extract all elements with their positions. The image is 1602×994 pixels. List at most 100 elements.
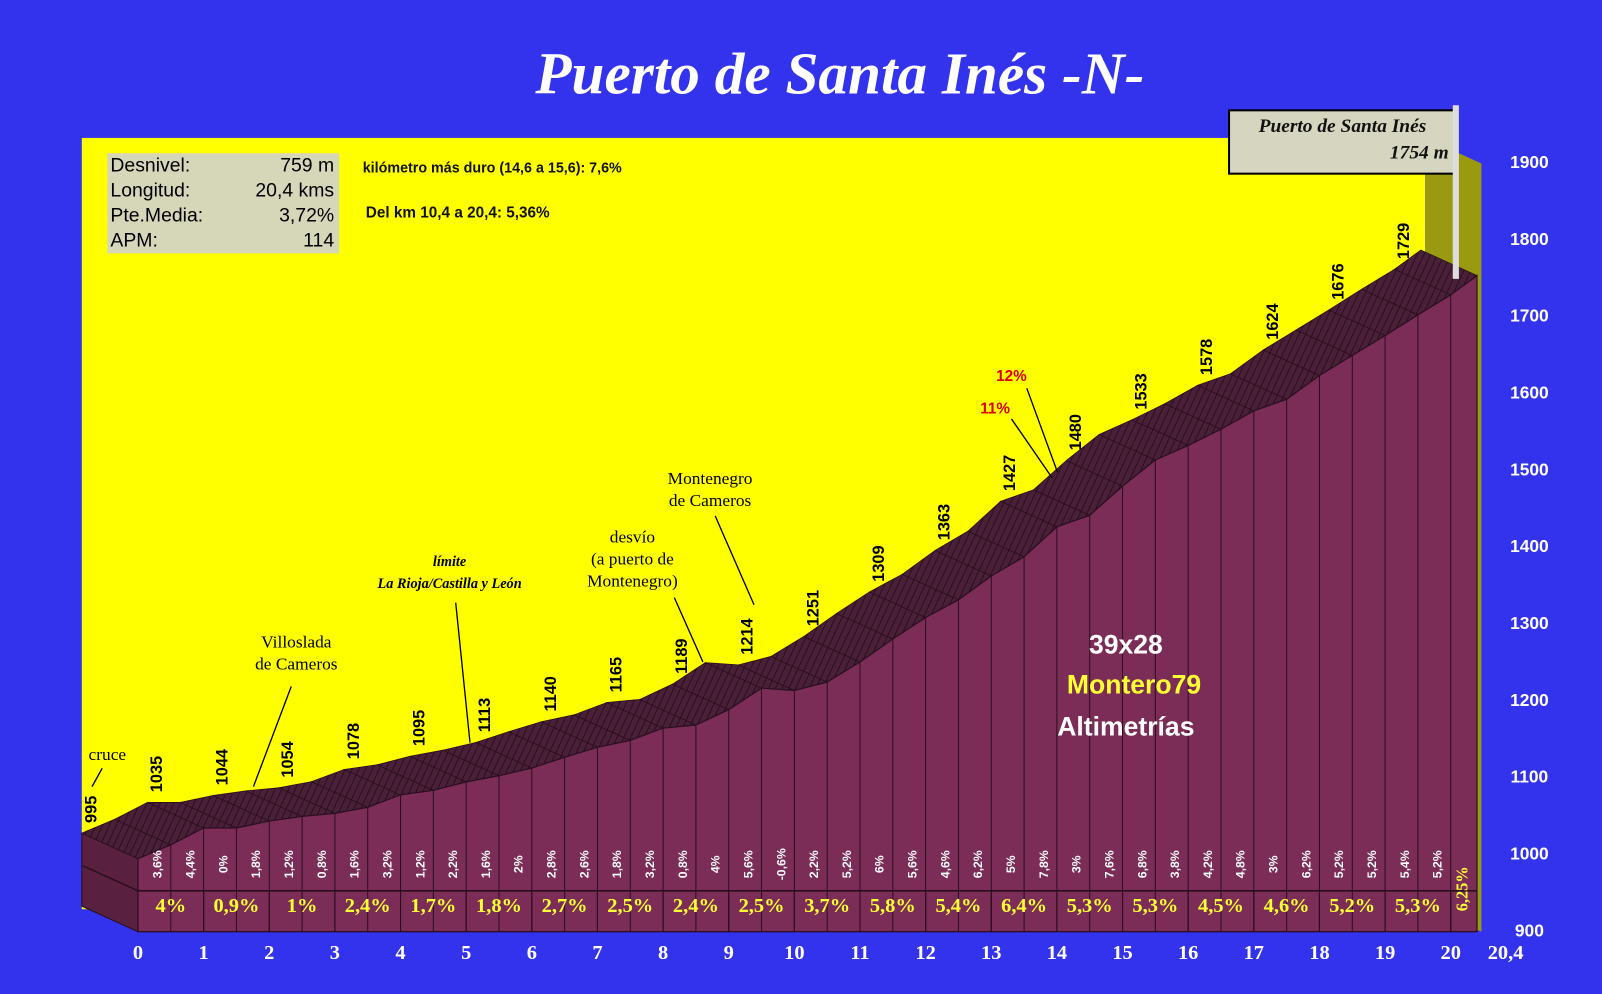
half-km-grade-label: 1,2% [413, 850, 427, 878]
km-grade-label: 6,25% [1453, 866, 1472, 911]
elevation-label: 1533 [1133, 373, 1151, 409]
km-grade-cell [1450, 890, 1478, 933]
half-km-grade-label: 4% [709, 855, 723, 873]
x-tick-label: 7 [592, 942, 602, 964]
watermark: Montero79 [1067, 670, 1201, 700]
half-km-grade-label: 3% [1267, 855, 1281, 873]
summit-name: Puerto de Santa Inés [1258, 116, 1427, 137]
elevation-label: 1189 [673, 638, 691, 673]
elevation-label: 1427 [1001, 455, 1019, 491]
x-tick-label: 13 [981, 942, 1001, 964]
elevation-label: 1309 [870, 545, 888, 581]
annotation: La Rioja/Castilla y León [376, 576, 521, 592]
annotation: límite [433, 554, 467, 570]
elevation-label: 1676 [1329, 263, 1347, 299]
km-grade-label: 2,4% [345, 895, 391, 917]
stat-label: Pte.Media: [110, 205, 203, 227]
stat-value: 759 m [280, 155, 334, 177]
half-km-grade-label: 4,2% [1201, 850, 1215, 878]
half-km-grade-label: 2,8% [545, 850, 559, 878]
x-tick-label: 14 [1047, 942, 1067, 964]
x-tick-label: 17 [1244, 942, 1264, 964]
annotation: Villoslada [261, 633, 332, 652]
annotation: 12% [996, 368, 1027, 385]
y-tick-label: 1000 [1510, 843, 1549, 863]
y-tick-label: 1800 [1510, 229, 1549, 249]
note: kilómetro más duro (14,6 a 15,6): 7,6% [363, 160, 622, 176]
watermark: Altimetrías [1057, 711, 1194, 741]
half-km-grade-label: 1,8% [610, 850, 624, 878]
x-tick-label: 15 [1112, 942, 1132, 964]
half-km-grade-label: 5,2% [1365, 850, 1379, 878]
half-km-grade-label: 2,6% [577, 850, 591, 878]
x-tick-label: 12 [915, 942, 935, 964]
half-km-grade-label: 5,2% [1431, 850, 1445, 878]
x-tick-label: 16 [1178, 942, 1198, 964]
elevation-label: 1624 [1264, 303, 1282, 339]
y-tick-label: 900 [1515, 920, 1544, 940]
stats-box [107, 153, 340, 254]
half-km-grade-label: 5,2% [840, 850, 854, 878]
half-km-grade-label: 3,6% [151, 850, 165, 878]
elevation-label: 995 [82, 796, 100, 823]
stat-value: 3,72% [279, 205, 334, 227]
half-km-grade-label: 2,2% [446, 850, 460, 878]
y-tick-label: 1100 [1511, 767, 1549, 787]
x-tick-label: 3 [330, 942, 340, 964]
km-grade-label: 3,7% [804, 895, 850, 917]
x-tick-label: 18 [1309, 942, 1329, 964]
km-grade-label: 5,3% [1132, 895, 1178, 917]
half-km-grade-label: 3,2% [380, 850, 394, 878]
km-grade-label: 4,6% [1264, 895, 1310, 917]
half-km-grade-label: 5,2% [1332, 850, 1346, 878]
stat-value: 20,4 kms [255, 180, 334, 202]
km-grade-label: 5,2% [1329, 895, 1375, 917]
half-km-grade-label: 6,2% [1299, 850, 1313, 878]
stat-label: Longitud: [110, 180, 190, 202]
half-km-grade-label: 1,6% [348, 850, 362, 878]
x-tick-label: 5 [461, 942, 471, 964]
annotation: de Cameros [255, 655, 338, 674]
half-km-grade-label: 5,4% [1398, 850, 1412, 878]
half-km-grade-label: 1,8% [249, 850, 263, 878]
x-tick-label: 19 [1375, 942, 1395, 964]
elevation-label: 1044 [214, 749, 232, 785]
half-km-grade-label: 6% [873, 855, 887, 873]
km-grade-label: 4% [155, 895, 186, 917]
half-km-grade-label: 4,4% [184, 850, 198, 878]
y-tick-label: 1700 [1510, 306, 1549, 326]
y-tick-label: 1200 [1510, 690, 1549, 710]
km-grade-label: 5,3% [1067, 895, 1113, 917]
chart-title: Puerto de Santa Inés -N- [534, 40, 1144, 106]
elevation-label: 1035 [148, 756, 166, 792]
half-km-grade-label: 2,2% [807, 850, 821, 878]
half-km-grade-label: 0% [216, 855, 230, 873]
grade-strip-line [81, 864, 139, 892]
half-km-grade-label: 3,2% [643, 850, 657, 878]
y-tick-label: 1500 [1510, 459, 1549, 479]
half-km-grade-label: 6,2% [971, 850, 985, 878]
x-tick-label: 0 [133, 942, 143, 964]
stat-value: 114 [303, 230, 334, 252]
km-grade-label: 2,4% [673, 895, 719, 917]
annotation: Montenegro [668, 469, 753, 488]
x-tick-label: 10 [784, 942, 804, 964]
km-grade-label: 2,5% [607, 895, 653, 917]
x-tick-label: 8 [658, 942, 668, 964]
elevation-label: 1095 [411, 710, 429, 746]
half-km-grade-label: 4,6% [938, 850, 952, 878]
annotation-lines [91, 387, 1059, 787]
annotation: (a puerto de [591, 549, 674, 568]
elevation-label: 1214 [739, 618, 757, 654]
x-tick-label: 4 [395, 942, 405, 964]
summit-elevation: 1754 m [1390, 143, 1449, 164]
half-km-grade-label: 6,8% [1135, 850, 1149, 878]
km-grade-label: 5,8% [870, 895, 916, 917]
x-tick-label: 20,4 [1488, 942, 1524, 964]
stat-label: Desnivel: [110, 155, 190, 177]
elevation-label: 1113 [476, 698, 494, 733]
y-tick-label: 1900 [1510, 152, 1549, 172]
summit-box [1228, 109, 1457, 175]
annotation: de Cameros [669, 491, 752, 510]
elevation-label: 1729 [1395, 223, 1413, 259]
